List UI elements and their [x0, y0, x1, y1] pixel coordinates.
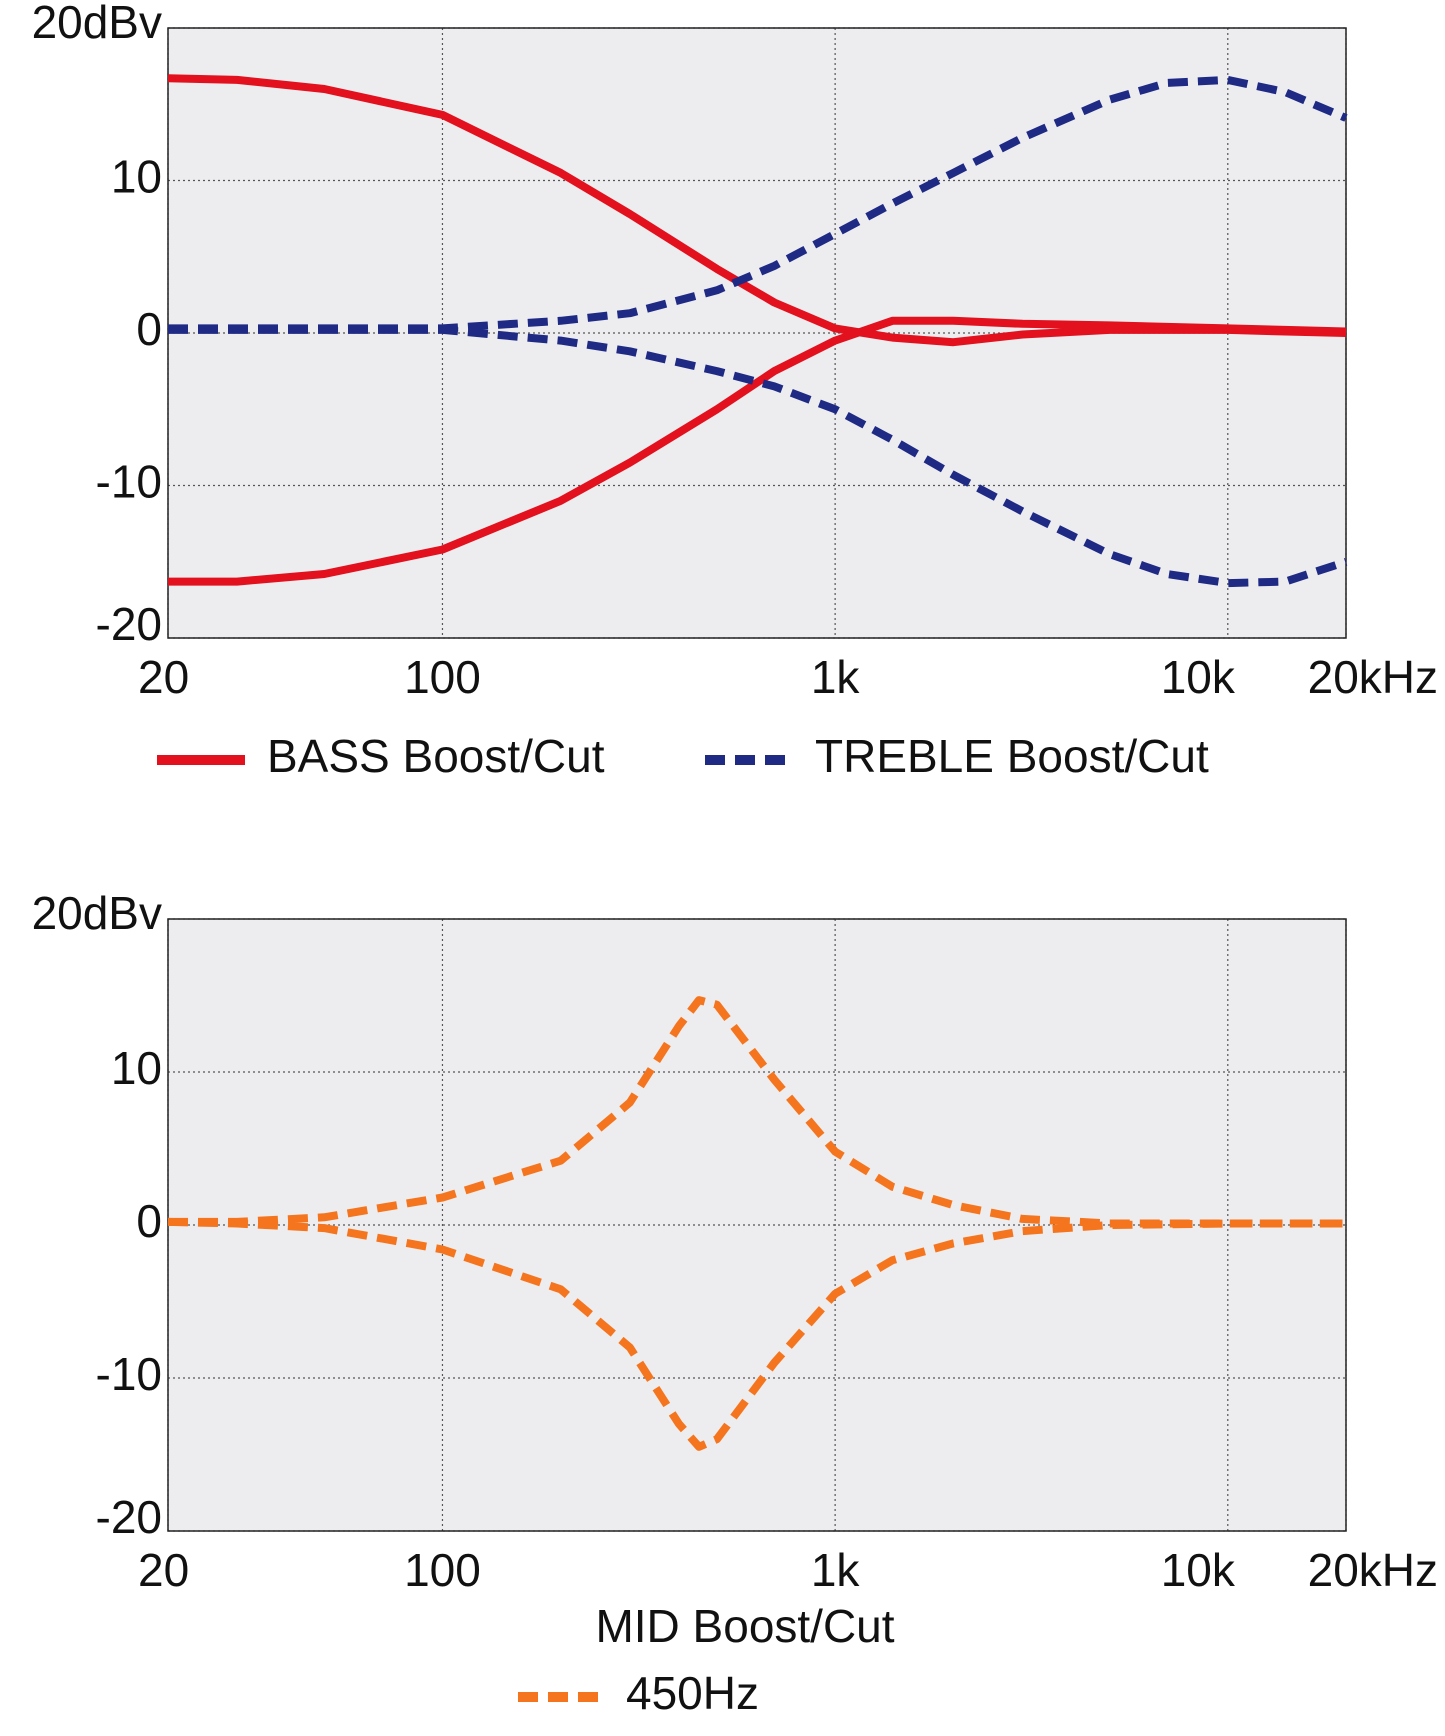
- legend-label: BASS Boost/Cut: [267, 730, 605, 782]
- chart-title: MID Boost/Cut: [595, 1600, 894, 1652]
- y-tick-label: 0: [136, 1195, 162, 1247]
- legend-label: 450Hz: [626, 1667, 759, 1719]
- y-tick-label: -10: [96, 1348, 162, 1400]
- x-tick-label: 10k: [1161, 1544, 1236, 1596]
- y-tick-label: -10: [96, 456, 162, 508]
- curve: [167, 1217, 1346, 1451]
- y-tick-label: -20: [96, 598, 162, 650]
- x-tick-label: 1k: [811, 1544, 861, 1596]
- y-tick-label: 0: [136, 303, 162, 355]
- curve: [168, 325, 1348, 588]
- curve: [168, 996, 1346, 1228]
- y-tick-label: 10: [111, 1042, 162, 1094]
- y-tick-label: -20: [96, 1491, 162, 1543]
- x-tick-label: 100: [404, 651, 481, 703]
- x-tick-label: 1k: [811, 651, 861, 703]
- x-tick-label: 10k: [1161, 651, 1236, 703]
- x-tick-label: 100: [404, 1544, 481, 1596]
- curve: [168, 75, 1348, 333]
- y-tick-label: 10: [111, 151, 162, 203]
- x-tick-label: 20: [138, 651, 189, 703]
- x-tick-label: 20kHz: [1308, 651, 1438, 703]
- legend-label: TREBLE Boost/Cut: [815, 730, 1209, 782]
- x-tick-label: 20: [138, 1544, 189, 1596]
- y-tick-label: 20dBv: [32, 887, 162, 939]
- x-tick-label: 20kHz: [1308, 1544, 1438, 1596]
- y-tick-label: 20dBv: [32, 0, 162, 48]
- curve: [168, 316, 1347, 586]
